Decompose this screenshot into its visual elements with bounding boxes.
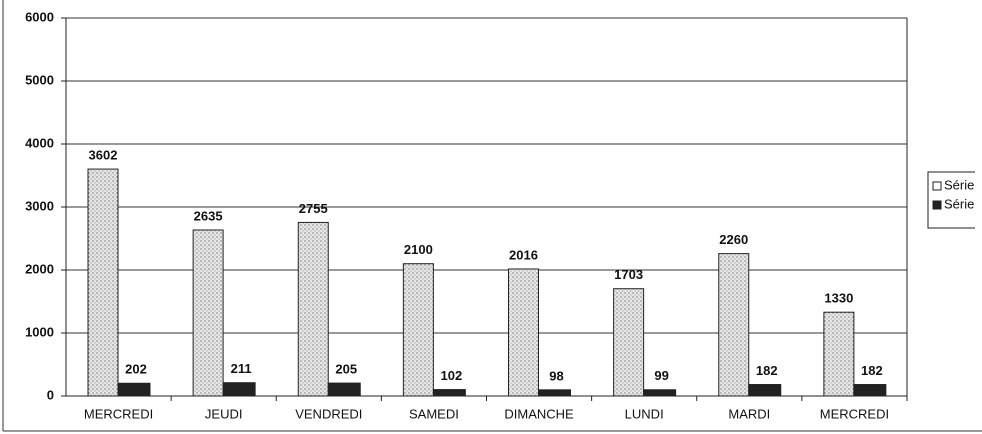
value-label: 211 <box>231 361 252 376</box>
y-tick-label: 3000 <box>25 198 54 213</box>
x-tick-label: LUNDI <box>625 406 664 421</box>
value-label: 2635 <box>194 208 223 223</box>
bar <box>748 384 782 397</box>
x-tick-label: SAMEDI <box>409 406 459 421</box>
bar <box>402 263 434 397</box>
y-tick-label: 2000 <box>25 261 54 276</box>
bar <box>327 382 361 397</box>
value-label: 182 <box>756 363 778 378</box>
legend-label: Série <box>944 177 974 192</box>
x-tick-label: MERCREDI <box>820 406 889 421</box>
bar <box>508 268 539 397</box>
bar <box>432 389 466 397</box>
x-tick-label: MARDI <box>728 406 770 421</box>
value-label: 2260 <box>719 232 748 247</box>
legend: Série Série <box>927 171 975 229</box>
value-label: 182 <box>861 363 883 378</box>
y-tick-label: 0 <box>47 387 54 402</box>
y-tick-label: 4000 <box>25 135 54 150</box>
y-tick-label: 1000 <box>25 324 54 339</box>
y-tick-label: 5000 <box>25 72 54 87</box>
legend-box <box>927 171 975 229</box>
value-label: 2100 <box>404 242 433 257</box>
legend-swatch <box>932 181 942 191</box>
y-tick-label: 6000 <box>25 9 54 24</box>
bar <box>823 311 855 397</box>
legend-swatch <box>932 200 942 210</box>
value-label: 3602 <box>89 148 118 163</box>
bar <box>643 389 677 397</box>
bar <box>87 168 119 397</box>
value-label: 2016 <box>509 247 538 262</box>
value-label: 205 <box>335 362 357 377</box>
value-label: 98 <box>549 368 563 383</box>
value-label: 2755 <box>299 201 328 216</box>
x-tick-label: MERCREDI <box>84 406 153 421</box>
value-label: 202 <box>125 362 147 377</box>
bar <box>613 288 645 397</box>
value-label: 99 <box>654 368 668 383</box>
legend-label: Série <box>944 196 974 211</box>
bar <box>538 389 571 397</box>
bar <box>222 382 256 397</box>
bar <box>297 221 329 397</box>
x-tick-label: VENDREDI <box>295 406 362 421</box>
bar <box>192 229 224 397</box>
bar <box>117 382 151 397</box>
value-label: 1703 <box>614 267 643 282</box>
x-tick-label: JEUDI <box>205 406 243 421</box>
bar <box>853 384 887 397</box>
bar <box>718 253 750 397</box>
value-label: 102 <box>441 368 463 383</box>
x-tick-label: DIMANCHE <box>504 406 574 421</box>
value-label: 1330 <box>824 291 853 306</box>
